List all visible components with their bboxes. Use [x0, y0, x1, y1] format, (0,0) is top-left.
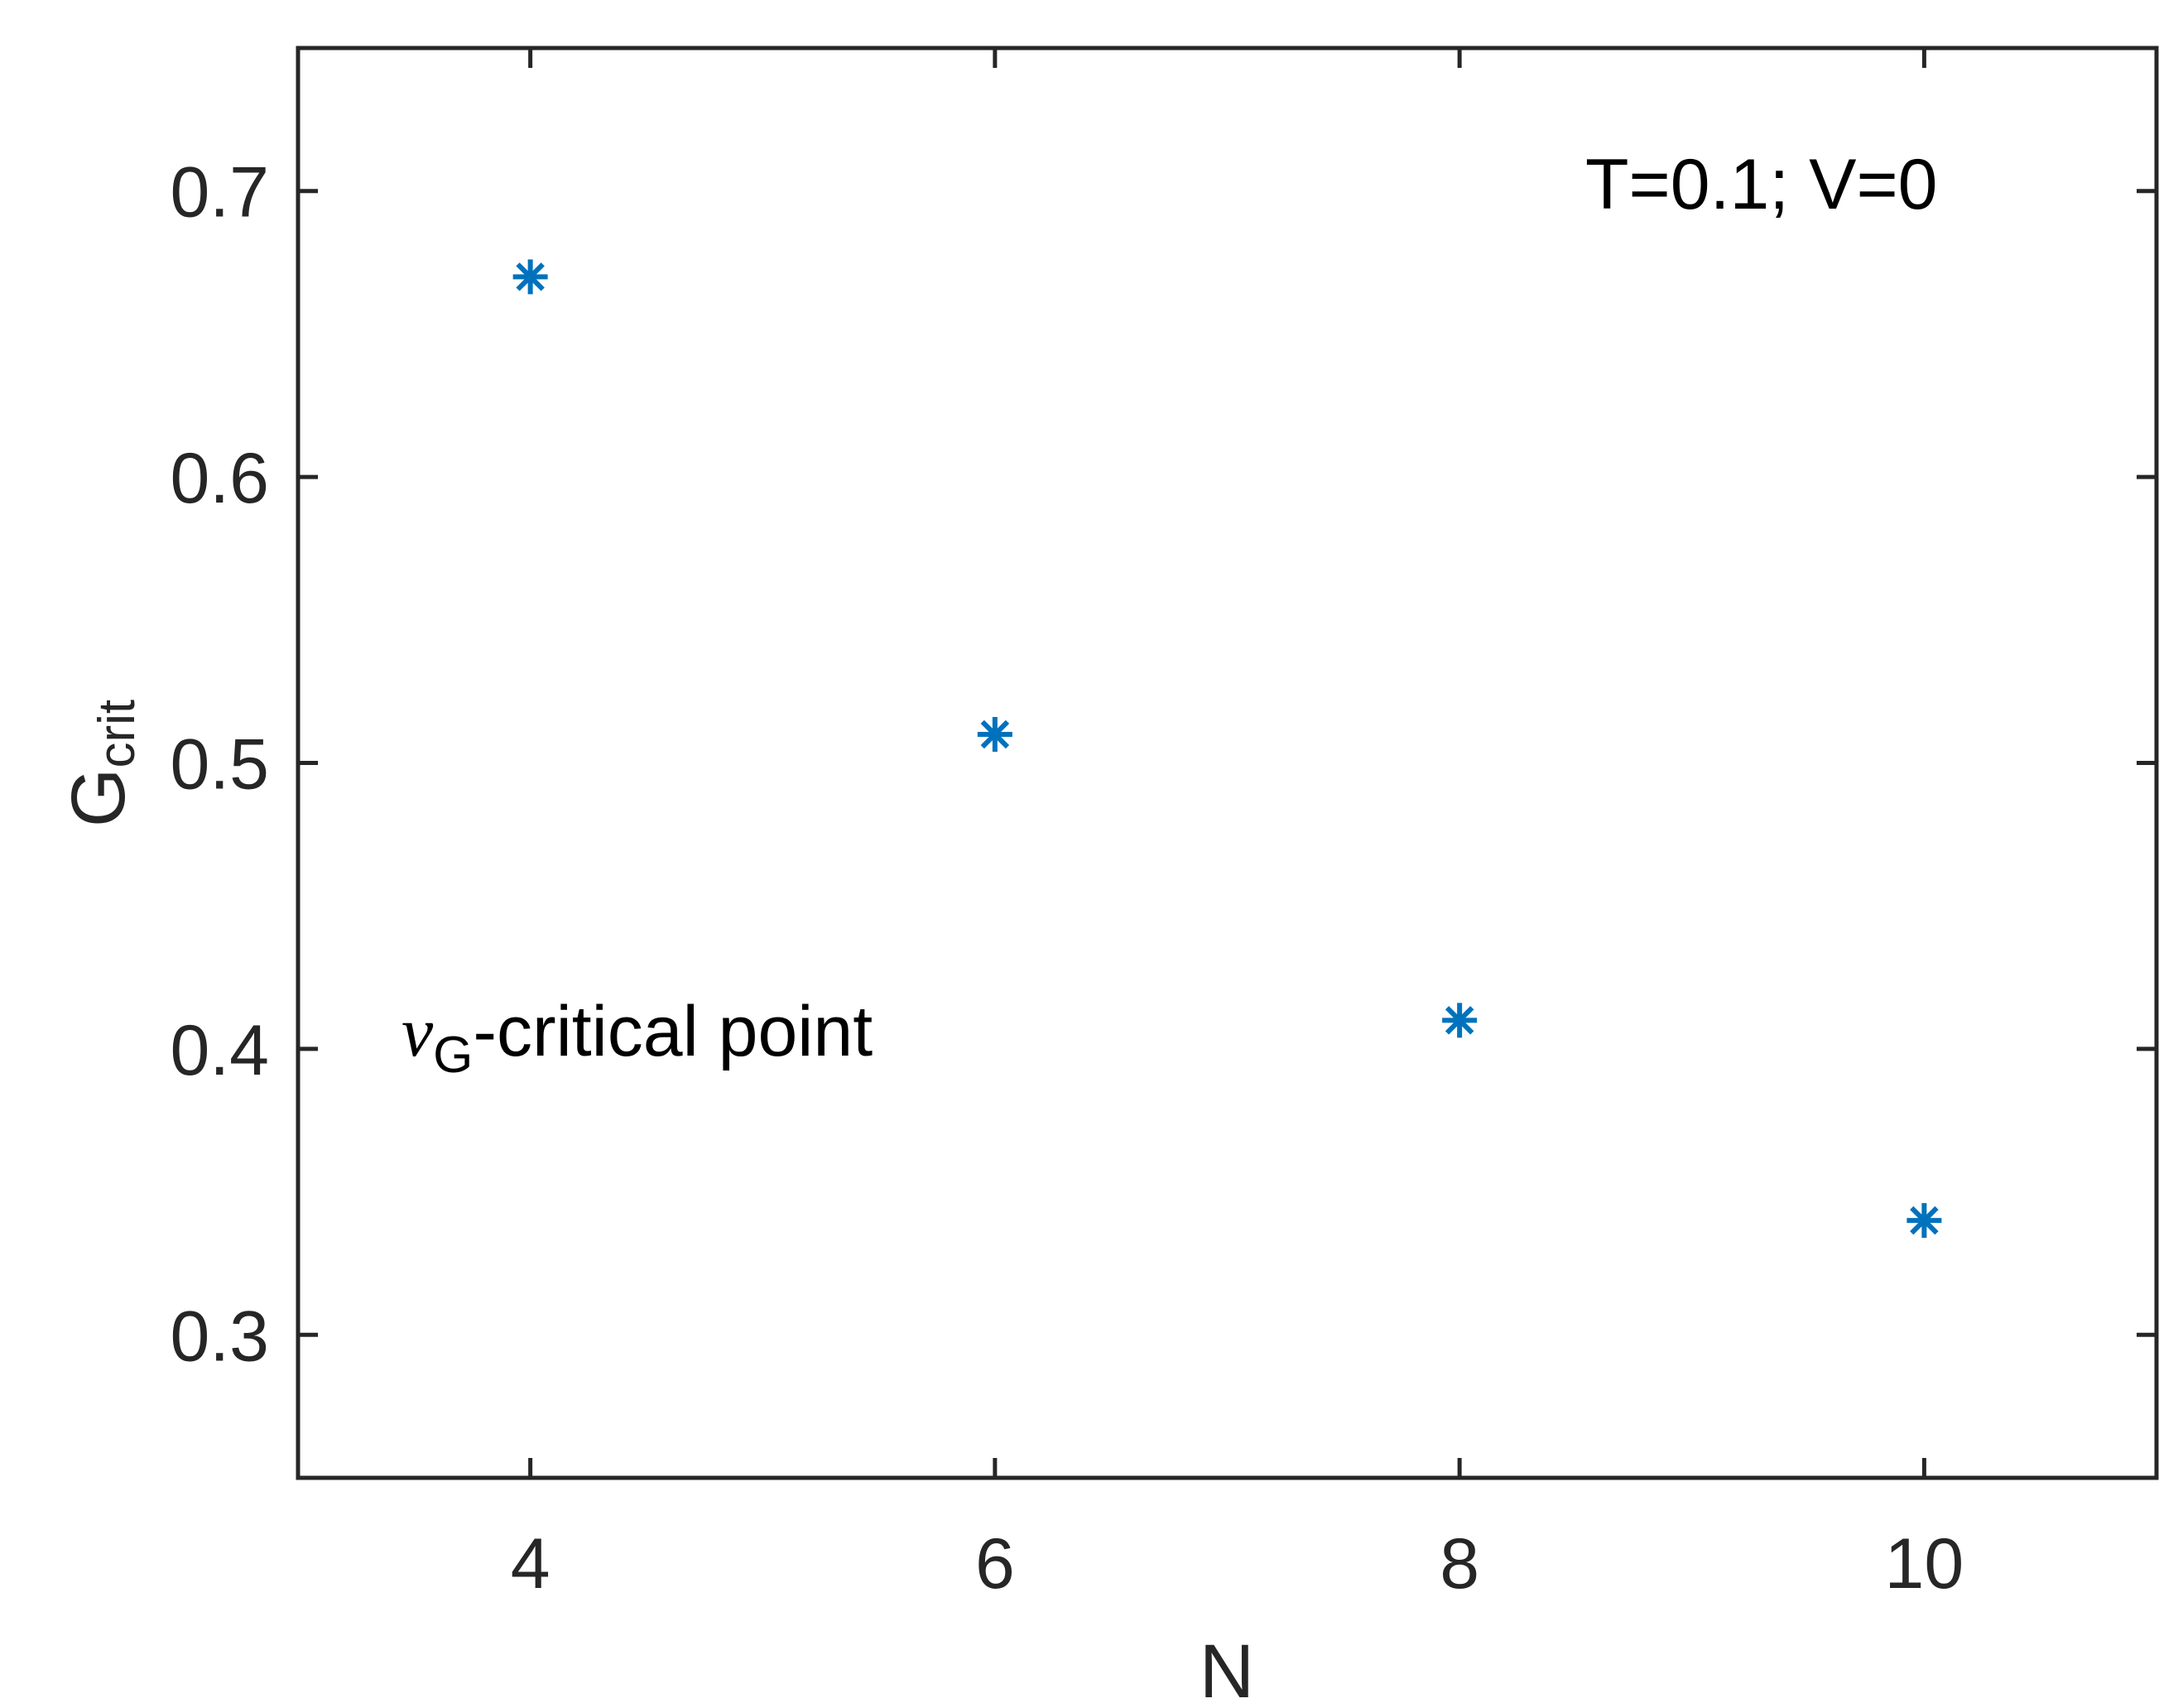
data-point — [977, 716, 1012, 752]
marker-stroke — [1445, 1006, 1474, 1035]
data-points — [512, 259, 1942, 1239]
params-annotation: T=0.1; V=0 — [1585, 145, 1938, 224]
y-tick-label: 0.4 — [170, 1011, 269, 1090]
data-point — [1442, 1003, 1478, 1038]
y-tick-label: 0.6 — [170, 439, 269, 518]
x-tick-label: 10 — [1885, 1524, 1964, 1604]
critical-subscript: G — [433, 1027, 473, 1084]
marker-stroke — [516, 262, 545, 291]
y-axis-title-subscript: crit — [89, 700, 146, 768]
y-tick-label: 0.7 — [170, 153, 269, 233]
x-tick-label: 8 — [1440, 1524, 1479, 1604]
y-axis-title: Gcrit — [56, 700, 146, 827]
critical-text: -critical point — [473, 992, 873, 1071]
marker-stroke — [1910, 1205, 1939, 1235]
critical-symbol: ν — [401, 992, 434, 1071]
y-tick-label: 0.3 — [170, 1297, 269, 1376]
data-point — [512, 259, 548, 295]
plot-area — [296, 46, 2159, 1480]
y-axis-ticks: 0.3 0.4 0.5 0.6 0.7 — [170, 153, 2157, 1376]
data-point — [1907, 1203, 1942, 1239]
x-axis-ticks: 4 6 8 10 — [511, 48, 1964, 1604]
marker-stroke — [980, 719, 1010, 749]
critical-point-annotation: νG-critical point — [401, 992, 873, 1084]
x-tick-label: 6 — [975, 1524, 1015, 1604]
y-axis-title-base: G — [56, 768, 141, 828]
x-axis-title: N — [1200, 1629, 1254, 1708]
y-tick-label: 0.5 — [170, 725, 269, 805]
x-tick-label: 4 — [511, 1524, 551, 1604]
